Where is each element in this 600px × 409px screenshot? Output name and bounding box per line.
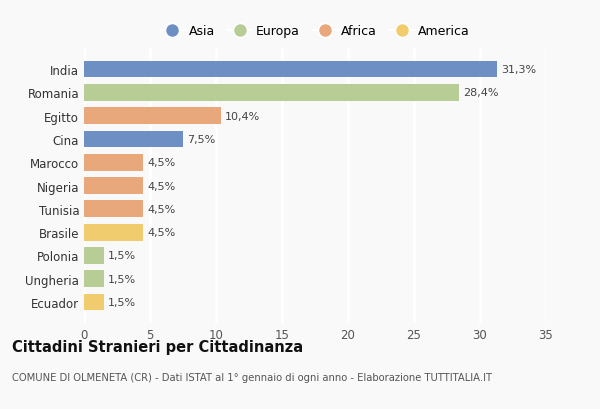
Text: 4,5%: 4,5% (148, 227, 176, 238)
Bar (84, 85, 459, 101)
Bar (84, 224, 143, 241)
Bar (84, 178, 143, 194)
Text: 28,4%: 28,4% (463, 88, 499, 98)
Legend: Asia, Europa, Africa, America: Asia, Europa, Africa, America (157, 22, 473, 40)
Text: 7,5%: 7,5% (187, 135, 215, 145)
Text: 1,5%: 1,5% (108, 274, 136, 284)
Bar (84, 108, 221, 125)
Bar (84, 271, 104, 288)
Bar (84, 131, 183, 148)
Text: 31,3%: 31,3% (501, 65, 536, 75)
Text: 4,5%: 4,5% (148, 158, 176, 168)
Text: COMUNE DI OLMENETA (CR) - Dati ISTAT al 1° gennaio di ogni anno - Elaborazione T: COMUNE DI OLMENETA (CR) - Dati ISTAT al … (12, 372, 492, 382)
Bar (84, 294, 104, 311)
Text: 10,4%: 10,4% (225, 111, 260, 121)
Text: 1,5%: 1,5% (108, 297, 136, 307)
Bar (84, 61, 497, 78)
Text: 1,5%: 1,5% (108, 251, 136, 261)
Text: Cittadini Stranieri per Cittadinanza: Cittadini Stranieri per Cittadinanza (12, 339, 303, 355)
Text: 4,5%: 4,5% (148, 181, 176, 191)
Bar (84, 201, 143, 218)
Text: 4,5%: 4,5% (148, 204, 176, 214)
Bar (84, 155, 143, 171)
Bar (84, 247, 104, 264)
